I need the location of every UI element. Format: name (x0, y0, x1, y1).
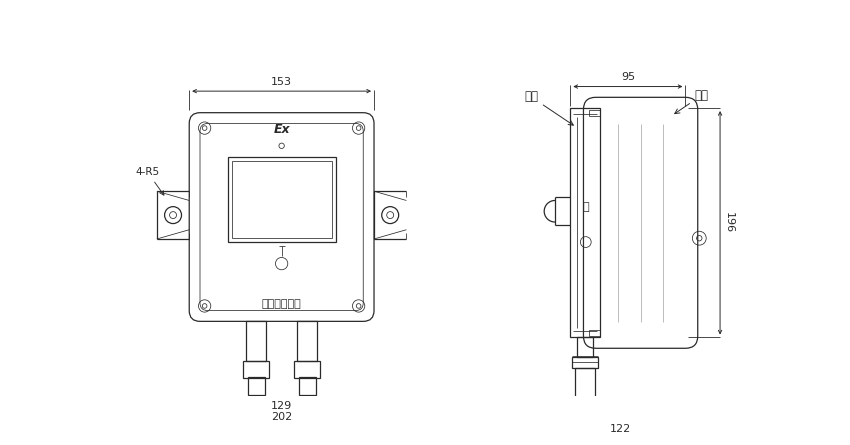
Bar (231, 161, 332, 238)
Text: 底壳: 底壳 (524, 90, 574, 125)
Text: 153: 153 (271, 77, 292, 86)
Text: 129: 129 (271, 401, 292, 412)
Text: 202: 202 (271, 412, 292, 422)
Text: 196: 196 (724, 212, 734, 233)
Bar (247, 377, 264, 395)
Bar (572, 357, 598, 368)
Text: 1/2″ 管螺纹: 1/2″ 管螺纹 (0, 444, 1, 445)
Bar (246, 321, 266, 361)
Bar (294, 360, 320, 377)
Text: 4-R5: 4-R5 (135, 167, 164, 195)
Text: ⏚: ⏚ (582, 202, 589, 212)
Text: 95: 95 (620, 72, 635, 82)
Bar (297, 321, 317, 361)
Bar (589, 330, 599, 336)
Text: 122: 122 (609, 424, 631, 434)
Bar (589, 109, 599, 116)
FancyBboxPatch shape (190, 113, 374, 321)
Bar (228, 158, 336, 242)
Bar (570, 108, 599, 337)
Bar (576, 337, 593, 357)
Text: 上盖: 上盖 (675, 89, 709, 113)
Text: 严禁带电开盖: 严禁带电开盖 (262, 299, 302, 309)
Text: Ex: Ex (274, 123, 290, 136)
Bar (575, 368, 595, 414)
Bar (243, 360, 269, 377)
Bar (298, 377, 315, 395)
